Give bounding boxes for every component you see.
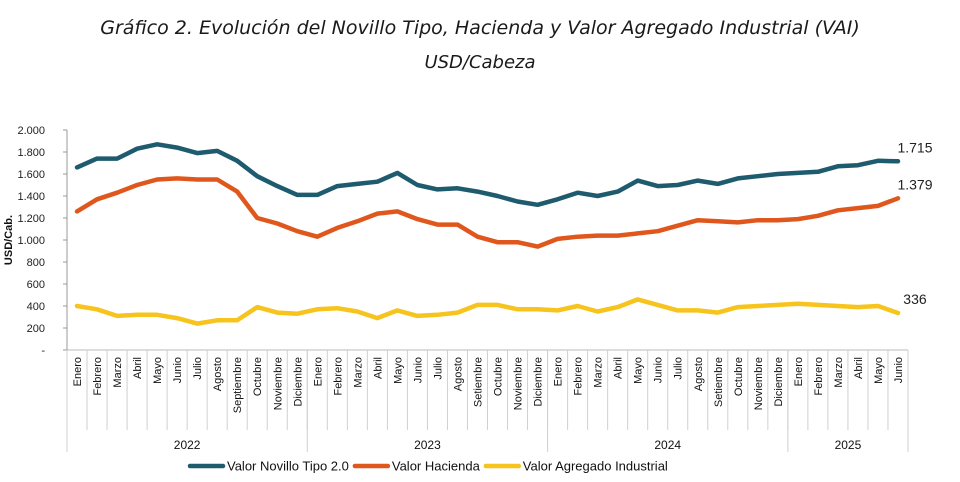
end-labels: 1.715 1.379 336: [897, 139, 932, 307]
y-tick-label: 1.600: [17, 169, 45, 181]
x-tick-label: Agosto: [452, 357, 464, 391]
x-tick-label: Agosto: [212, 357, 224, 391]
chart-title: Gráfico 2. Evolución del Novillo Tipo, H…: [100, 17, 860, 39]
x-tick-label: Noviembre: [513, 357, 525, 410]
x-tick-label: Setiembre: [472, 357, 484, 407]
x-tick-label: Mayo: [633, 357, 645, 384]
x-tick-label: Octubre: [733, 357, 745, 396]
y-tick-label: 1.800: [17, 147, 45, 159]
y-axis-ticks: - 200 400 600 800 1.000 1.200 1.400 1.600 1.800 2.…: [17, 125, 67, 357]
x-tick-label: Mayo: [873, 357, 885, 384]
y-tick-label: -: [41, 345, 45, 357]
x-tick-label: Abril: [372, 357, 384, 379]
y-tick-label: 600: [27, 279, 45, 291]
x-tick-label: Enero: [72, 357, 84, 386]
x-tick-label: Marzo: [112, 357, 124, 388]
x-tick-label: Septiembre: [232, 357, 244, 413]
x-tick-label: Enero: [793, 357, 805, 386]
x-tick-label: Abril: [132, 357, 144, 379]
x-tick-label: Diciembre: [533, 357, 545, 407]
x-tick-label: Agosto: [693, 357, 705, 391]
legend: Valor Novillo Tipo 2.0 Valor Hacienda Valo…: [187, 459, 668, 474]
end-value-label: 336: [903, 291, 927, 307]
y-tick-label: 1.200: [17, 213, 45, 225]
series-line: [74, 297, 901, 326]
x-tick-label: Febrero: [573, 357, 585, 396]
x-tick-label: Febrero: [332, 357, 344, 396]
x-tick-label: Abril: [613, 357, 625, 379]
end-value-label: 1.379: [897, 176, 932, 192]
series-line: [74, 176, 901, 249]
x-tick-label: Setiembre: [713, 357, 725, 407]
x-tick-label: Abril: [853, 357, 865, 379]
legend-label: Valor Agregado Industrial: [523, 459, 668, 474]
x-tick-label: Junio: [653, 357, 665, 383]
y-tick-label: 800: [27, 257, 45, 269]
y-tick-label: 1.000: [17, 235, 45, 247]
x-tick-label: Junio: [172, 357, 184, 383]
x-tick-label: Junio: [893, 357, 905, 383]
end-value-label: 1.715: [897, 139, 932, 155]
x-tick-label: Mayo: [392, 357, 404, 384]
x-axis-categories: Enero Febrero Marzo Abril Mayo Junio Julio Agos…: [66, 350, 909, 452]
y-tick-label: 1.400: [17, 191, 45, 203]
year-label: 2024: [654, 438, 681, 452]
chart-subtitle: USD/Cabeza: [424, 52, 536, 73]
x-tick-label: Marzo: [833, 357, 845, 388]
x-tick-label: Febrero: [92, 357, 104, 396]
year-label: 2022: [174, 438, 201, 452]
x-tick-label: Julio: [192, 357, 204, 380]
x-tick-label: Octubre: [252, 357, 264, 396]
series-line: [74, 142, 901, 208]
x-tick-label: Diciembre: [773, 357, 785, 407]
legend-label: Valor Hacienda: [392, 459, 481, 474]
x-tick-label: Marzo: [593, 357, 605, 388]
x-tick-label: Marzo: [352, 357, 364, 388]
year-label: 2025: [835, 438, 862, 452]
x-tick-label: Noviembre: [753, 357, 765, 410]
y-tick-label: 200: [27, 323, 45, 335]
series-lines: [74, 142, 901, 326]
x-tick-label: Febrero: [813, 357, 825, 396]
x-tick-label: Julio: [432, 357, 444, 380]
y-tick-label: 400: [27, 301, 45, 313]
y-axis-label: USD/Cab.: [3, 215, 15, 265]
legend-label: Valor Novillo Tipo 2.0: [227, 459, 349, 474]
x-tick-label: Enero: [312, 357, 324, 386]
x-tick-label: Enero: [553, 357, 565, 386]
x-tick-label: Junio: [412, 357, 424, 383]
x-tick-label: Octubre: [493, 357, 505, 396]
x-tick-label: Julio: [673, 357, 685, 380]
x-tick-label: Noviembre: [272, 357, 284, 410]
y-tick-label: 2.000: [17, 125, 45, 137]
x-tick-label: Mayo: [152, 357, 164, 384]
x-tick-label: Diciembre: [292, 357, 304, 407]
year-label: 2023: [414, 438, 441, 452]
